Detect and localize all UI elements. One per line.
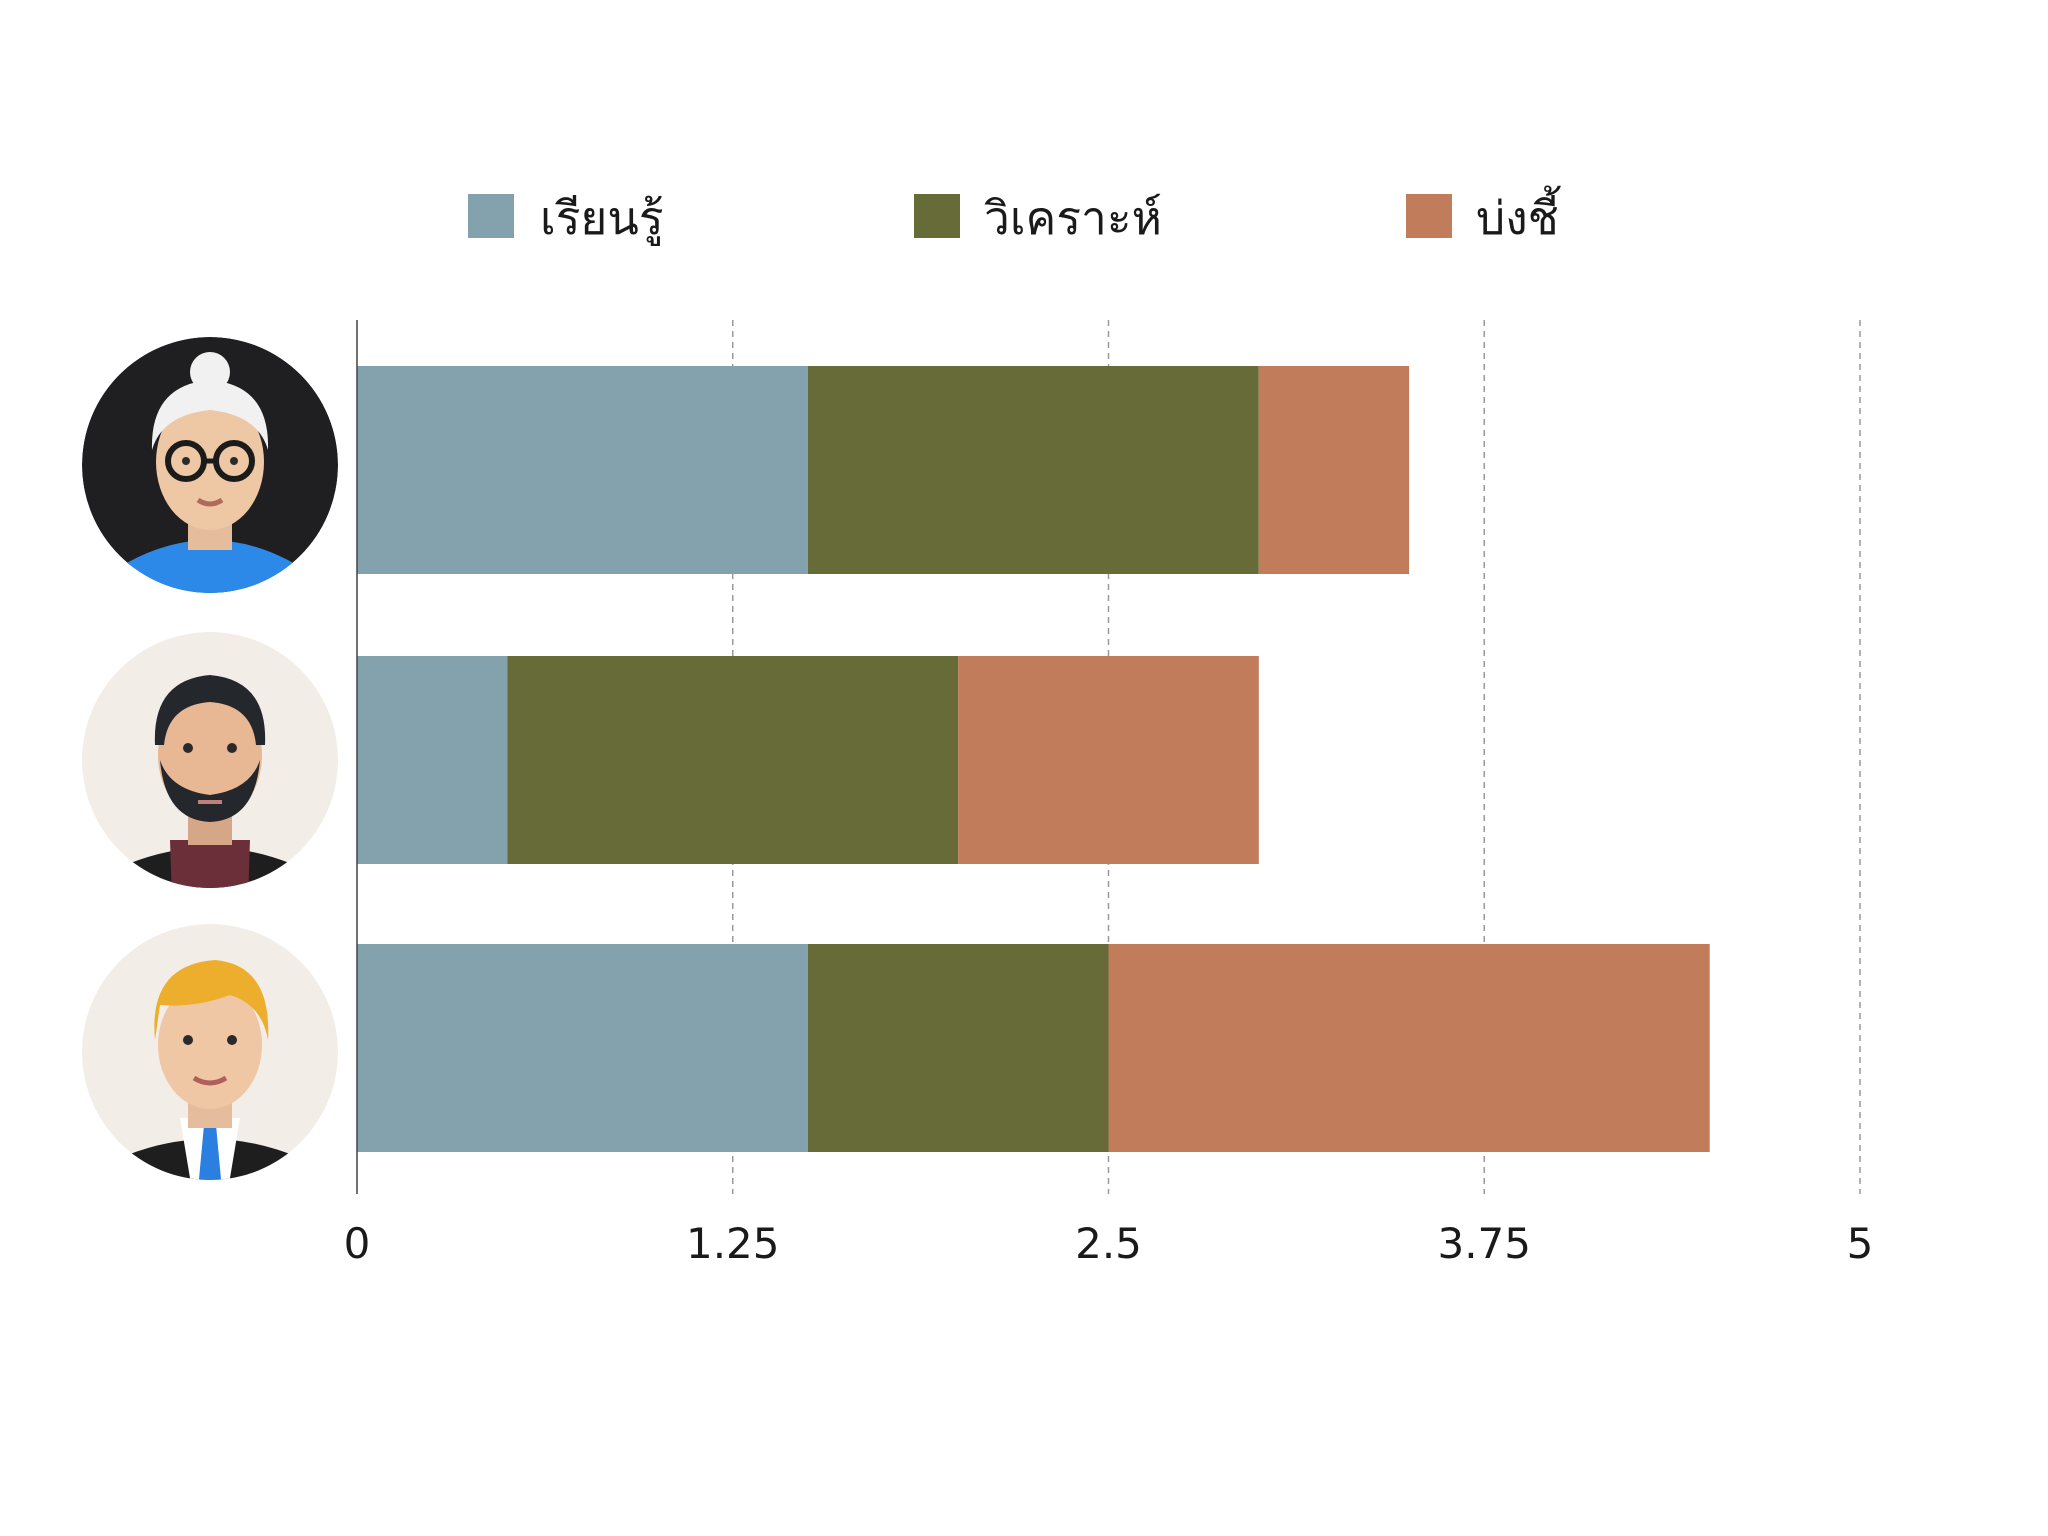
bar-segment-identify-row-2	[958, 656, 1259, 864]
elderly-woman-avatar	[82, 337, 338, 593]
x-tick-label: 1.25	[686, 1219, 780, 1268]
legend-swatch-identify	[1406, 194, 1452, 238]
bar-segment-learn-row-3	[357, 944, 808, 1152]
bearded-man-avatar	[82, 632, 338, 888]
bar-segment-learn-row-1	[357, 366, 808, 574]
x-tick-label: 0	[344, 1219, 371, 1268]
x-axis-ticks: 0 1.25 2.5 3.75 5	[344, 1219, 1874, 1268]
bars	[357, 366, 1710, 1152]
blond-man-avatar	[82, 924, 338, 1180]
legend-label-identify: บ่งชี้	[1476, 185, 1561, 245]
legend-label-analyze: วิเคราะห์	[984, 191, 1162, 245]
x-tick-label: 2.5	[1075, 1219, 1142, 1268]
bar-segment-identify-row-1	[1258, 366, 1410, 574]
bar-segment-identify-row-3	[1108, 944, 1710, 1152]
legend-swatch-analyze	[914, 194, 960, 238]
bar-segment-analyze-row-1	[807, 366, 1259, 574]
chart-legend: เรียนรู้ วิเคราะห์ บ่งชี้	[468, 185, 1561, 246]
bar-segment-analyze-row-3	[807, 944, 1109, 1152]
legend-swatch-learn	[468, 194, 514, 238]
bar-segment-learn-row-2	[357, 656, 508, 864]
legend-label-learn: เรียนรู้	[540, 191, 664, 246]
x-tick-label: 5	[1847, 1219, 1874, 1268]
x-tick-label: 3.75	[1437, 1219, 1531, 1268]
bar-segment-analyze-row-2	[507, 656, 959, 864]
